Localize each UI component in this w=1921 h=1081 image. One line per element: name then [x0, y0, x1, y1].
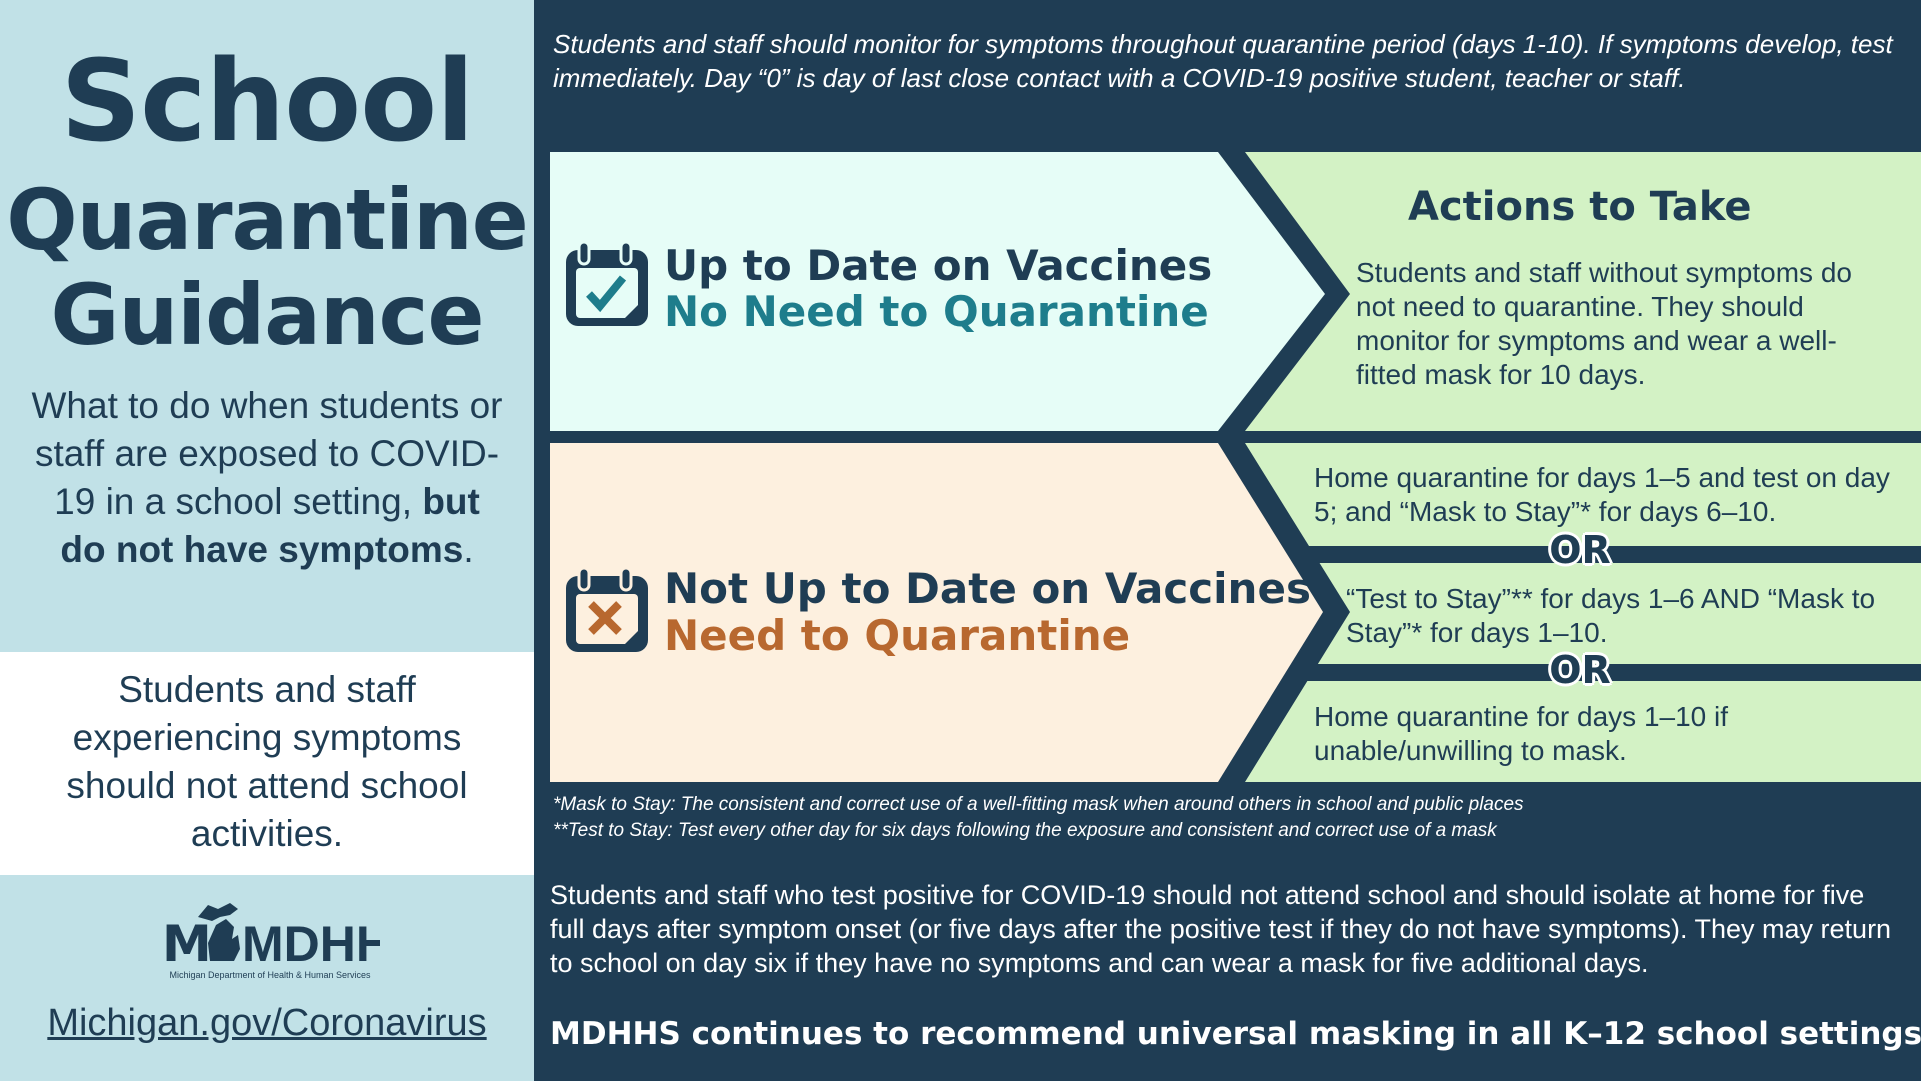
subtitle-text: What to do when students or staff are ex… — [31, 385, 503, 522]
option-2-text: “Test to Stay”** for days 1–6 AND “Mask … — [1346, 583, 1876, 648]
upper-heading: Up to Date on Vaccines — [664, 241, 1213, 290]
svg-text:M: M — [162, 915, 212, 965]
footnote-mask-to-stay: *Mask to Stay: The consistent and correc… — [553, 794, 1524, 815]
upper-actions-box — [1245, 152, 1921, 431]
option-1-box — [1245, 443, 1921, 546]
title-quarantine: Quarantine — [6, 171, 529, 269]
logo-tagline: Michigan Department of Health & Human Se… — [169, 970, 371, 980]
title-school: School — [60, 37, 474, 167]
or-divider-2: OR — [1549, 648, 1611, 692]
subtitle: What to do when students or staff are ex… — [30, 382, 504, 574]
title-guidance: Guidance — [50, 266, 485, 364]
positive-test-guidance: Students and staff who test positive for… — [550, 880, 1892, 978]
calendar-check-icon — [566, 240, 648, 326]
upper-subheading: No Need to Quarantine — [664, 287, 1209, 336]
subtitle-end: . — [463, 529, 474, 570]
coronavirus-link[interactable]: Michigan.gov/Coronavirus — [47, 1002, 487, 1044]
footnote-test-to-stay: **Test to Stay: Test every other day for… — [553, 820, 1497, 841]
option-1-text: Home quarantine for days 1–5 and test on… — [1314, 462, 1890, 527]
symptoms-note: Students and staff experiencing symptoms… — [66, 669, 468, 854]
or-divider-1: OR — [1549, 528, 1611, 572]
upper-status-box — [550, 152, 1325, 431]
intro-text: Students and staff should monitor for sy… — [553, 29, 1893, 93]
lower-subheading: Need to Quarantine — [664, 611, 1131, 660]
option-3-text: Home quarantine for days 1–10 if unable/… — [1314, 701, 1729, 766]
lower-status-box — [550, 443, 1323, 782]
lower-heading: Not Up to Date on Vaccines — [664, 564, 1311, 613]
option-2-box — [1245, 563, 1921, 664]
option-3-box — [1245, 681, 1921, 782]
actions-title: Actions to Take — [1408, 184, 1752, 230]
symptoms-panel — [0, 652, 534, 875]
actions-text: Students and staff without symptoms do n… — [1356, 257, 1852, 390]
calendar-x-icon — [566, 566, 648, 652]
subtitle-bold: but do not have symptoms — [60, 481, 480, 570]
left-panel — [0, 0, 534, 1081]
masking-recommendation: MDHHS continues to recommend universal m… — [550, 1016, 1921, 1052]
